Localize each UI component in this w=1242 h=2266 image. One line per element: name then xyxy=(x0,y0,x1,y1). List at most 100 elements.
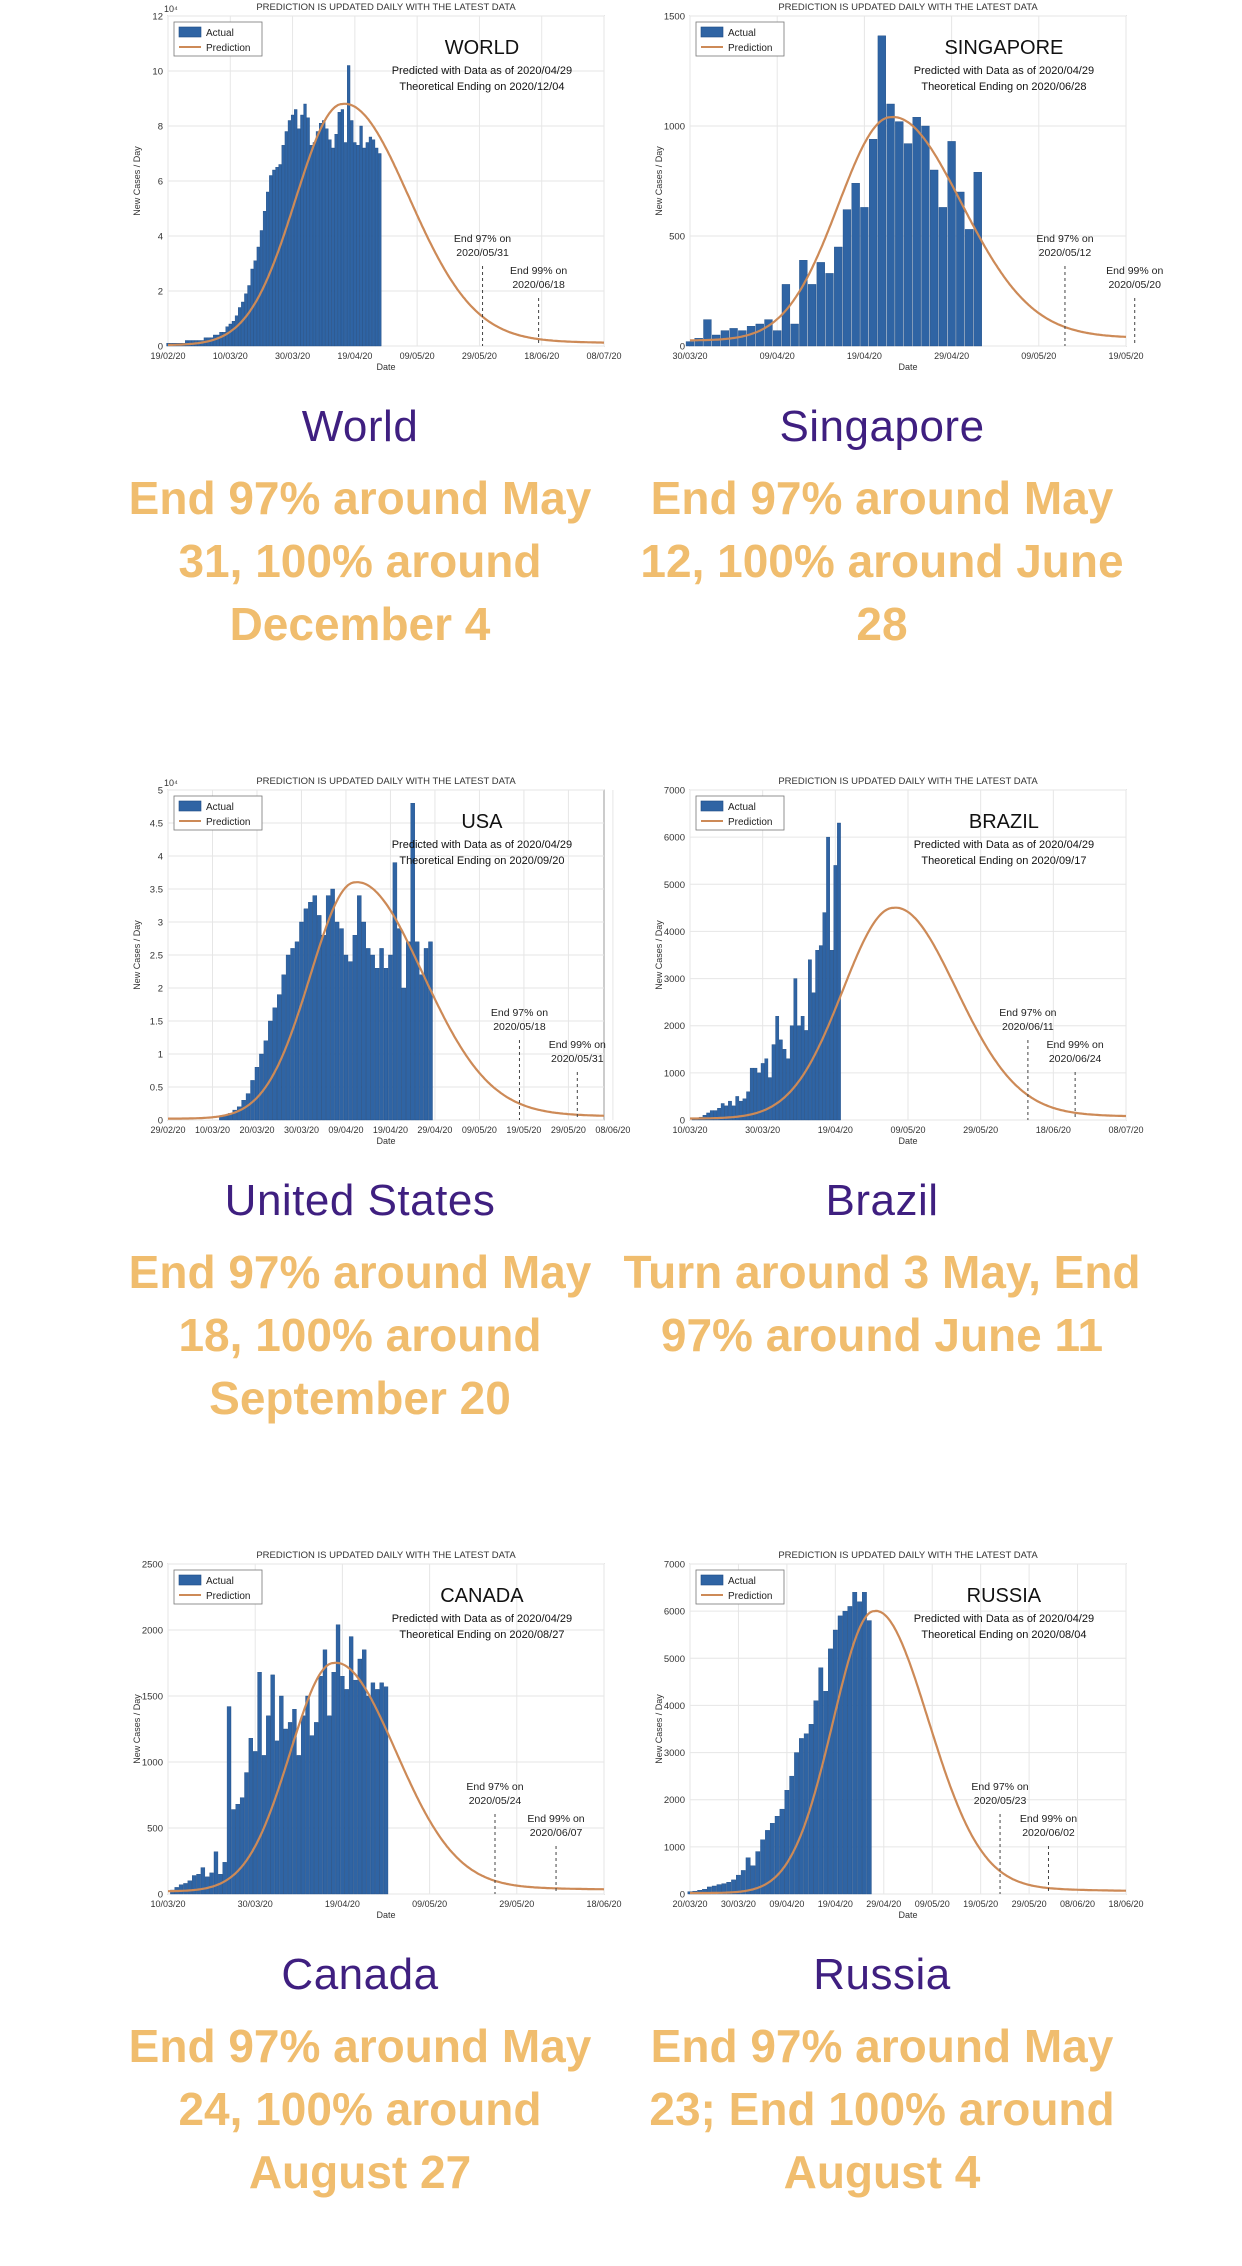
bar xyxy=(837,1615,843,1895)
chart-legend: Actual Prediction xyxy=(695,21,785,57)
bar xyxy=(410,803,415,1121)
bar xyxy=(239,1797,245,1895)
brazil-chart: PREDICTION IS UPDATED DAILY WITH THE LAT… xyxy=(654,776,1144,1146)
bar xyxy=(755,323,764,347)
y-tick-label: 0 xyxy=(680,1890,685,1901)
bar xyxy=(837,822,841,1121)
world-chart: PREDICTION IS UPDATED DAILY WITH THE LAT… xyxy=(132,2,622,372)
bar xyxy=(388,954,393,1121)
y-tick-label: 6000 xyxy=(664,833,685,844)
x-tick-label: 08/06/20 xyxy=(595,1125,630,1135)
bar xyxy=(847,1606,853,1895)
bar xyxy=(294,109,298,347)
bar xyxy=(745,1857,751,1895)
chart-header-text: PREDICTION IS UPDATED DAILY WITH THE LAT… xyxy=(778,2,1038,13)
bar xyxy=(818,945,823,1121)
bar xyxy=(799,1738,804,1895)
russia-summary: End 97% around May 23; End 100% around A… xyxy=(649,2020,1115,2198)
bar xyxy=(765,1830,770,1895)
chart-data-date: Predicted with Data as of 2020/04/29 xyxy=(392,65,572,77)
bar xyxy=(362,1649,367,1895)
bar xyxy=(740,1870,746,1895)
chart-data-date: Predicted with Data as of 2020/04/29 xyxy=(392,839,572,851)
y-tick-label: 3000 xyxy=(664,974,685,985)
bar xyxy=(368,136,373,347)
prediction-curve xyxy=(168,881,605,1120)
bar xyxy=(401,987,406,1121)
y-tick-label: 6000 xyxy=(664,1607,685,1618)
bar xyxy=(317,915,322,1121)
bar xyxy=(930,169,939,347)
bar xyxy=(340,1675,345,1895)
bar xyxy=(383,967,389,1121)
bar xyxy=(347,65,351,347)
bar xyxy=(807,284,817,347)
y-axis-label: New Cases / Day xyxy=(132,1694,142,1764)
chart-theoretical-ending: Theoretical Ending on 2020/09/17 xyxy=(921,855,1086,867)
bar xyxy=(244,1772,249,1895)
bar xyxy=(851,182,860,347)
bar xyxy=(232,1109,237,1121)
bar xyxy=(266,1715,271,1895)
bar xyxy=(247,285,251,347)
bar xyxy=(973,171,982,347)
y-axis-label: New Cases / Day xyxy=(654,1694,664,1764)
bar xyxy=(947,141,956,347)
x-tick-label: 18/06/20 xyxy=(1036,1125,1071,1135)
bar xyxy=(299,921,304,1121)
bar xyxy=(222,332,226,347)
x-axis-label: Date xyxy=(376,362,395,372)
bar xyxy=(877,35,886,347)
bar xyxy=(231,321,236,347)
x-tick-label: 18/06/20 xyxy=(586,1899,621,1909)
bar xyxy=(300,1715,306,1895)
bar xyxy=(860,207,869,347)
bar xyxy=(769,1823,775,1895)
bar xyxy=(353,142,357,347)
bar xyxy=(832,1629,838,1895)
x-tick-label: 20/03/20 xyxy=(239,1125,274,1135)
bar xyxy=(866,1620,872,1895)
x-tick-label: 20/03/20 xyxy=(672,1899,707,1909)
russia-country-name: Russia xyxy=(813,1950,951,1999)
bar xyxy=(703,319,712,347)
bar xyxy=(263,1040,269,1121)
x-tick-label: 19/05/20 xyxy=(506,1125,541,1135)
y-tick-label: 2500 xyxy=(142,1560,163,1571)
end99-label: End 99% on xyxy=(527,1813,584,1825)
bar xyxy=(306,117,310,347)
bar xyxy=(365,142,369,347)
bar xyxy=(303,103,307,347)
bar xyxy=(281,145,285,347)
bar xyxy=(757,1072,761,1121)
end97-label: End 97% on xyxy=(466,1781,523,1793)
legend-actual-swatch xyxy=(700,1574,724,1586)
bar xyxy=(225,326,229,347)
y-tick-label: 1000 xyxy=(664,1842,685,1853)
bar xyxy=(330,888,335,1121)
bar xyxy=(266,191,270,347)
x-tick-label: 19/02/20 xyxy=(150,351,185,361)
x-tick-label: 08/07/20 xyxy=(586,351,621,361)
bar xyxy=(344,1689,349,1895)
bar xyxy=(200,1867,206,1895)
x-tick-label: 30/03/20 xyxy=(284,1125,319,1135)
bar xyxy=(352,934,358,1121)
bar xyxy=(781,284,791,347)
bar xyxy=(334,134,338,347)
chart-data-date: Predicted with Data as of 2020/04/29 xyxy=(392,1613,572,1625)
bar xyxy=(842,209,852,347)
bar xyxy=(774,1816,780,1895)
bar xyxy=(325,128,329,347)
legend-actual-swatch xyxy=(700,26,724,38)
bar xyxy=(356,145,360,347)
x-tick-label: 09/05/20 xyxy=(915,1899,950,1909)
bar xyxy=(750,1865,756,1895)
bar xyxy=(334,921,340,1121)
x-tick-label: 30/03/20 xyxy=(672,351,707,361)
bar xyxy=(764,1058,769,1121)
bar xyxy=(938,207,948,347)
y-axis-label: New Cases / Day xyxy=(132,146,142,216)
x-axis-label: Date xyxy=(898,1910,917,1920)
bar xyxy=(716,1884,722,1895)
